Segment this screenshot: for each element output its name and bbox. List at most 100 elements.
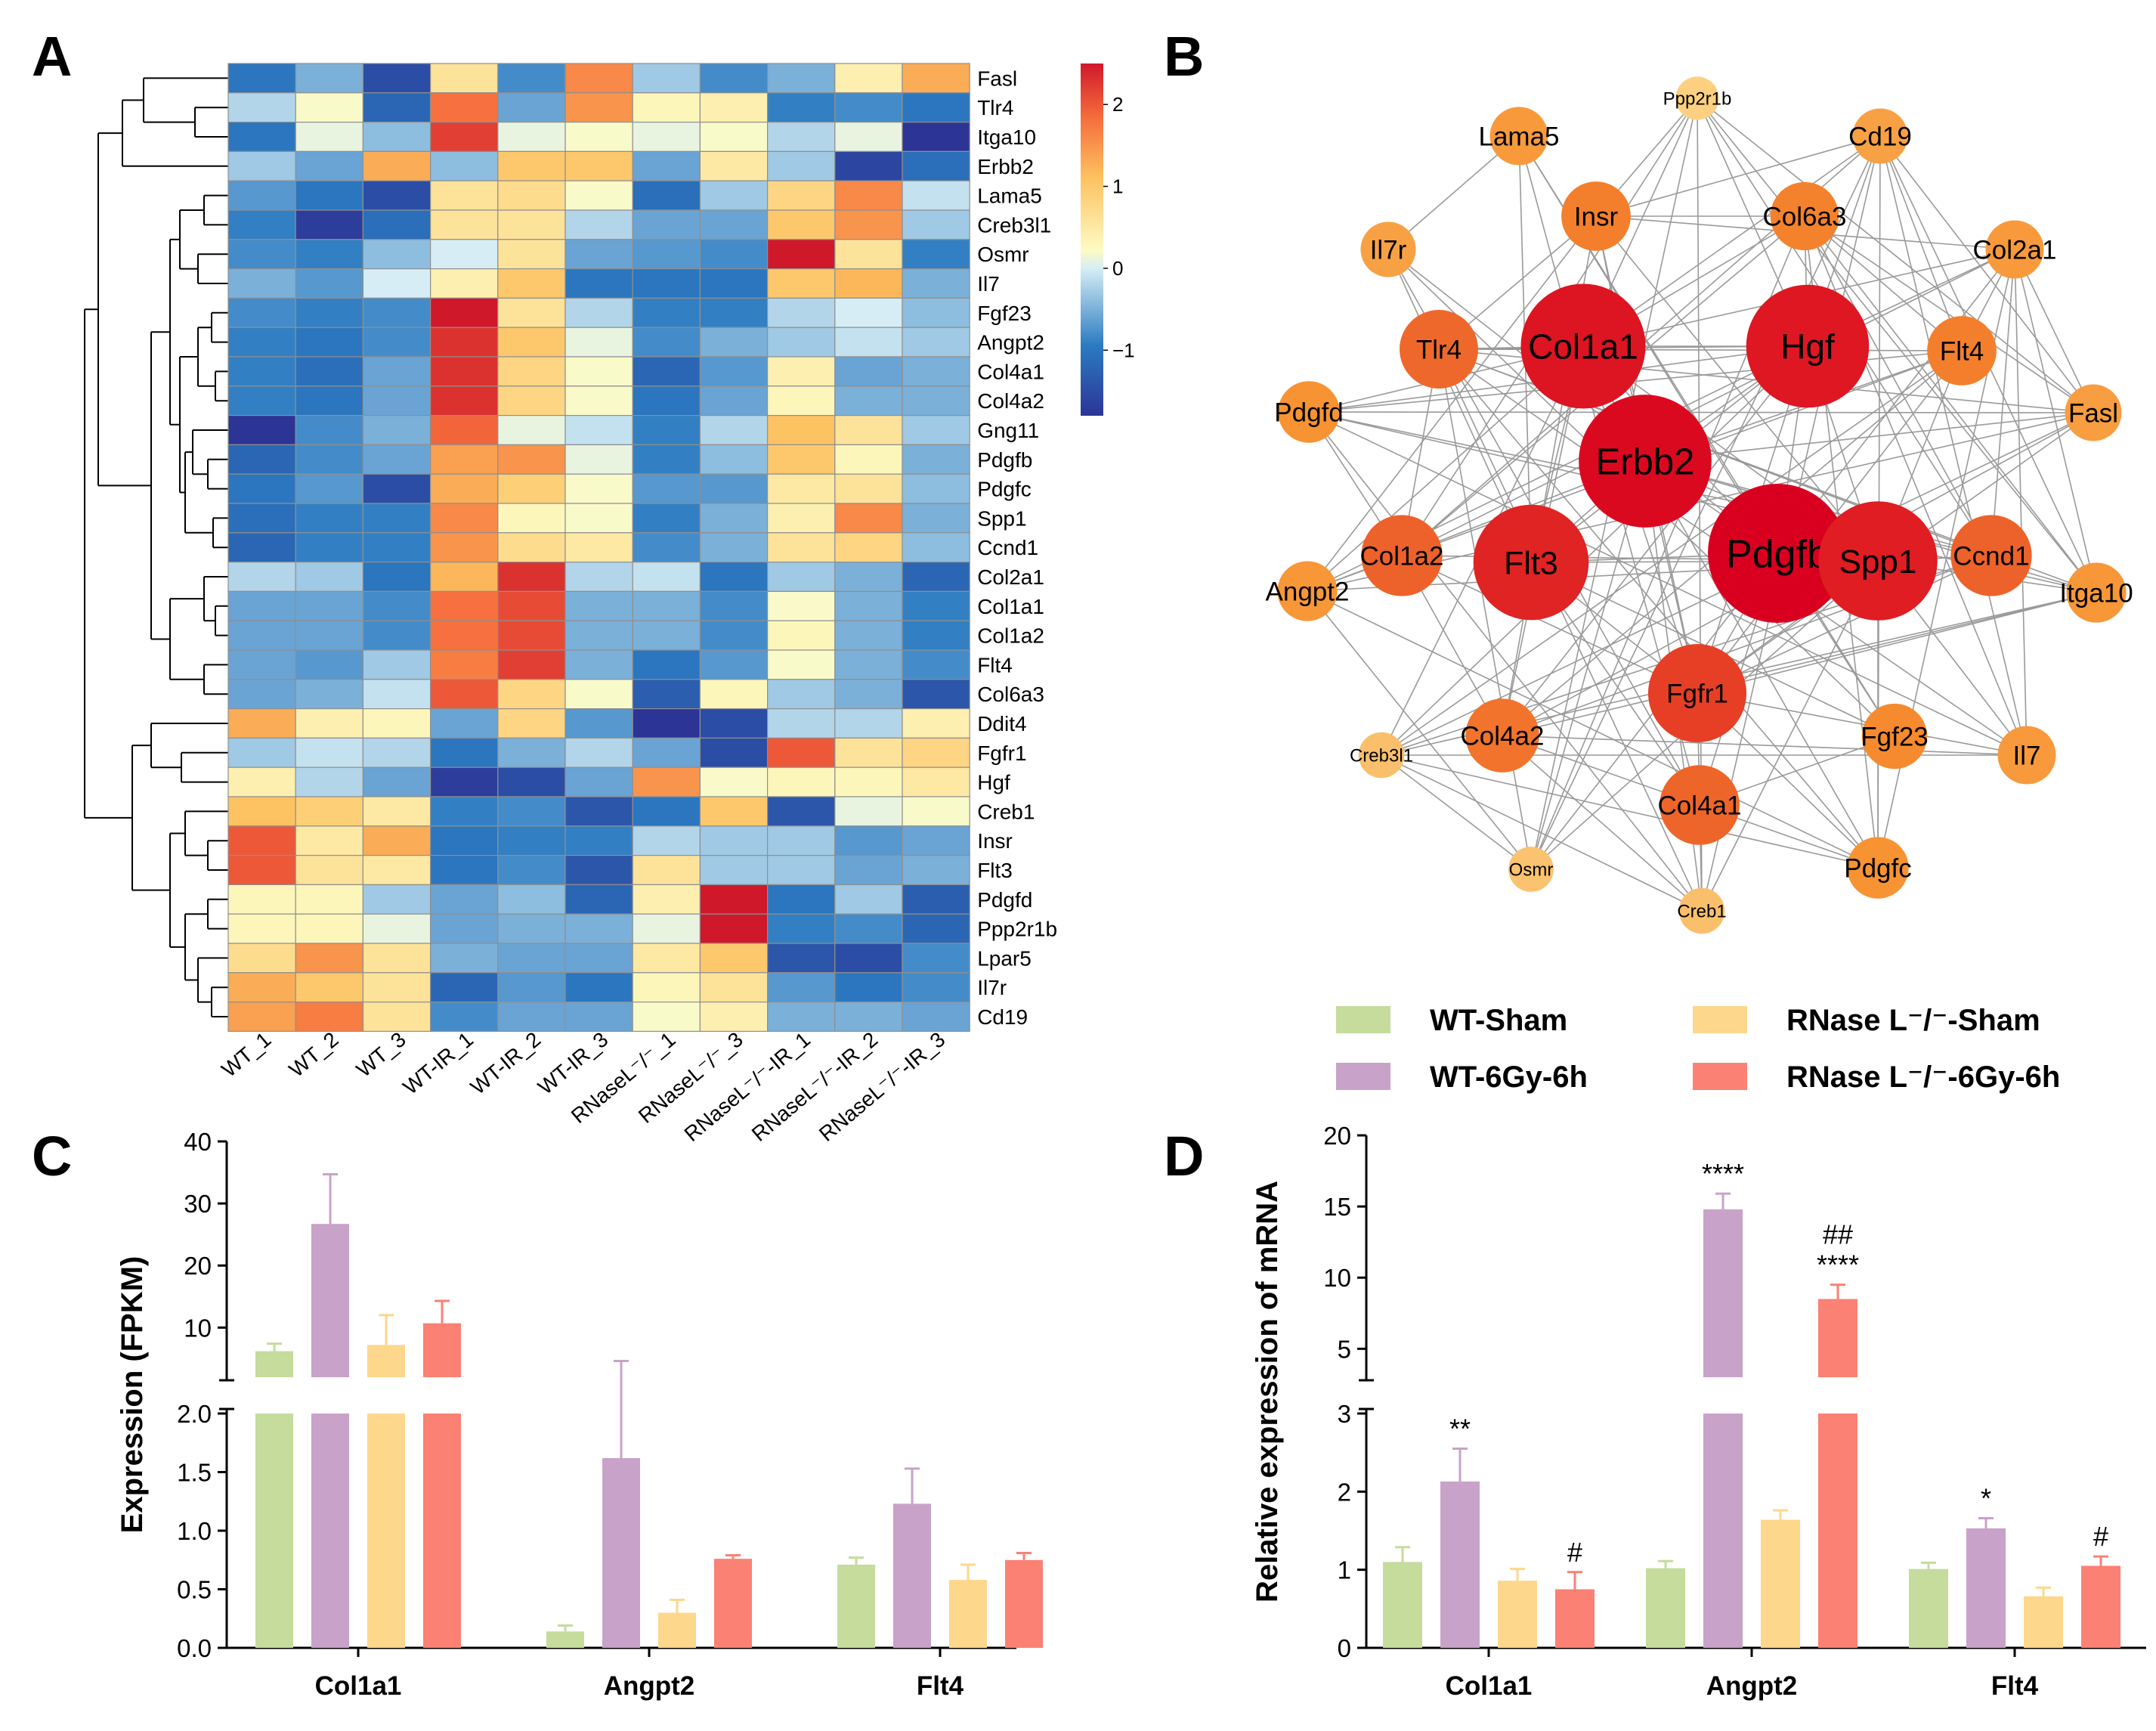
heatmap-cell bbox=[902, 122, 970, 153]
heatmap-cell bbox=[565, 943, 633, 974]
heatmap-cell bbox=[565, 268, 633, 299]
legend-swatch bbox=[1693, 1063, 1747, 1090]
legend: WT-Sham RNase L⁻/⁻-Sham WT-6Gy-6h RNase L⁻/… bbox=[1336, 1004, 2060, 1094]
heatmap-cell bbox=[834, 473, 903, 504]
heatmap-cell bbox=[699, 854, 769, 885]
heatmap-cell bbox=[362, 620, 432, 651]
heatmap-cell bbox=[902, 356, 970, 387]
heatmap-cell bbox=[766, 297, 836, 328]
heatmap-cell bbox=[362, 92, 432, 123]
heatmap-cell bbox=[295, 766, 364, 797]
heatmap-cell bbox=[834, 180, 903, 211]
heatmap-cell bbox=[565, 150, 633, 181]
sample-label: WT_1 bbox=[217, 1027, 275, 1082]
heatmap-cell bbox=[429, 122, 499, 153]
heatmap-cell bbox=[565, 180, 633, 211]
y-tick-label: 3 bbox=[1338, 1400, 1351, 1428]
y-tick-label: 15 bbox=[1323, 1193, 1351, 1221]
heatmap-cell bbox=[565, 561, 633, 592]
heatmap-cell bbox=[902, 737, 970, 768]
bar bbox=[2024, 1596, 2063, 1648]
heatmap-cell bbox=[632, 796, 701, 827]
network-node-label: Fasl bbox=[2068, 399, 2118, 429]
heatmap-cell bbox=[362, 766, 432, 797]
heatmap-cell bbox=[497, 737, 566, 768]
network-edge bbox=[1530, 135, 1881, 870]
heatmap-cell bbox=[227, 327, 296, 358]
heatmap-cell bbox=[565, 297, 633, 328]
heatmap-cell bbox=[429, 268, 499, 299]
heatmap-cell bbox=[699, 268, 769, 299]
heatmap-cell bbox=[497, 532, 566, 563]
heatmap-cell bbox=[565, 444, 633, 475]
heatmap-cell bbox=[766, 414, 836, 445]
heatmap-cell bbox=[295, 913, 364, 944]
heatmap-cell bbox=[362, 386, 432, 416]
network-node bbox=[1852, 108, 1908, 164]
heatmap-cell bbox=[834, 913, 903, 944]
bar bbox=[311, 1414, 349, 1648]
bar bbox=[2081, 1565, 2120, 1648]
heatmap-cell bbox=[565, 92, 633, 123]
heatmap-cell bbox=[227, 1001, 296, 1032]
heatmap-cell bbox=[565, 414, 633, 445]
heatmap-cell bbox=[565, 913, 633, 944]
legend-label: RNase L⁻/⁻-6Gy-6h bbox=[1786, 1061, 2060, 1094]
heatmap-cell bbox=[497, 825, 566, 856]
gene-label: Fgfr1 bbox=[977, 742, 1026, 765]
heatmap-cell bbox=[565, 209, 633, 240]
heatmap-cell bbox=[429, 209, 499, 240]
heatmap-cell bbox=[429, 327, 499, 358]
heatmap-cell bbox=[497, 122, 566, 153]
gene-label: Flt3 bbox=[977, 859, 1013, 882]
heatmap-cell bbox=[632, 444, 701, 475]
network-node bbox=[1277, 561, 1338, 621]
heatmap-cell bbox=[497, 972, 566, 1003]
heatmap-cell bbox=[766, 1001, 836, 1032]
heatmap-cell bbox=[902, 679, 970, 710]
bar bbox=[255, 1414, 293, 1648]
network-edge bbox=[2014, 249, 2028, 756]
heatmap-cell bbox=[902, 943, 970, 974]
heatmap-cell bbox=[565, 854, 633, 885]
heatmap-cell bbox=[699, 620, 769, 651]
network-node-label: Flt3 bbox=[1504, 545, 1558, 581]
network-node bbox=[1985, 220, 2044, 279]
colorbar-gradient bbox=[1081, 63, 1103, 416]
heatmap-cell bbox=[295, 268, 364, 299]
heatmap-cell bbox=[902, 561, 970, 592]
bar bbox=[602, 1457, 640, 1648]
gene-label: Hgf bbox=[977, 771, 1010, 794]
network-node bbox=[1746, 284, 1870, 408]
heatmap-cell bbox=[295, 356, 364, 387]
legend-swatch bbox=[1336, 1006, 1390, 1033]
y-tick-label: 30 bbox=[184, 1190, 212, 1218]
heatmap-cell bbox=[295, 854, 364, 885]
heatmap-cell bbox=[429, 92, 499, 123]
heatmap-cell bbox=[766, 825, 836, 856]
network-edge bbox=[1530, 460, 1646, 870]
heatmap-cell bbox=[902, 708, 970, 739]
heatmap-cell bbox=[699, 943, 769, 974]
network-node-label: Pdgfd bbox=[1274, 398, 1343, 428]
network-node bbox=[1675, 76, 1719, 120]
ppi-network: Pdgfb Erbb2 Col1a1 Hgf Spp1 Flt3 Fgfr1 Ccnd1 Col… bbox=[1266, 76, 2133, 934]
heatmap-cell bbox=[902, 884, 970, 915]
heatmap-cell bbox=[497, 327, 566, 358]
heatmap-cell bbox=[362, 532, 432, 563]
heatmap-cell bbox=[227, 620, 296, 651]
heatmap-cell bbox=[429, 972, 499, 1003]
heatmap-cell bbox=[565, 825, 633, 856]
heatmap-cell bbox=[295, 561, 364, 592]
heatmap-cell bbox=[632, 943, 701, 974]
significance-label: # bbox=[1567, 1537, 1582, 1568]
network-node-label: Osmr bbox=[1509, 860, 1554, 881]
network-node bbox=[1647, 643, 1747, 743]
heatmap-cell bbox=[295, 209, 364, 240]
heatmap-cell bbox=[565, 1001, 633, 1032]
heatmap-cell bbox=[766, 972, 836, 1003]
significance-label: # bbox=[2093, 1521, 2108, 1552]
heatmap-cell bbox=[766, 92, 836, 123]
heatmap-cell bbox=[295, 825, 364, 856]
gene-label: Pdgfd bbox=[977, 888, 1032, 912]
